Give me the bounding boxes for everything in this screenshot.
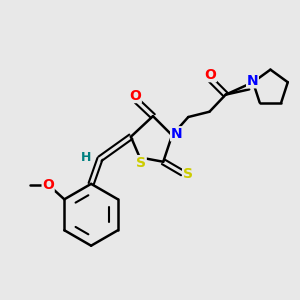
Text: O: O [129,88,141,103]
Text: O: O [204,68,216,82]
Text: N: N [171,127,182,141]
Text: S: S [183,167,193,182]
Text: S: S [136,156,146,170]
Text: N: N [247,74,258,88]
Text: O: O [42,178,54,192]
Text: H: H [81,151,91,164]
